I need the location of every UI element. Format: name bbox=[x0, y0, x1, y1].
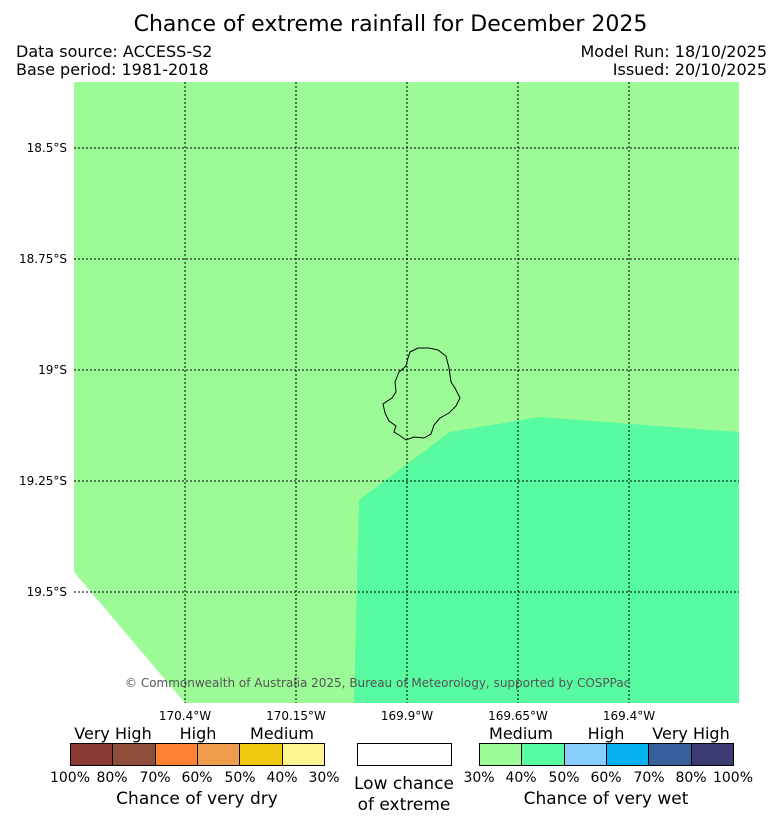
meta-left: Data source: ACCESS-S2 Base period: 1981… bbox=[16, 43, 212, 79]
lat-label: 19°S bbox=[38, 363, 67, 377]
niue-island-outline bbox=[382, 347, 461, 441]
lat-label: 19.5°S bbox=[26, 585, 67, 599]
lon-label: 169.4°W bbox=[602, 709, 656, 723]
issued-date: Issued: 20/10/2025 bbox=[612, 60, 767, 79]
legend-dry-tick: 60% bbox=[181, 770, 213, 786]
legend-wet-tick: 80% bbox=[675, 770, 707, 786]
legend-neutral-caption-2: of extreme bbox=[357, 795, 451, 815]
legend-swatch bbox=[690, 744, 733, 765]
legend-wet-tick: 70% bbox=[633, 770, 665, 786]
map-svg bbox=[74, 82, 739, 703]
legend-neutral-caption-1: Low chance bbox=[354, 774, 454, 794]
legend-dry-tick: 50% bbox=[224, 770, 256, 786]
legend-dry-tick: 100% bbox=[49, 770, 91, 786]
legend-dry-category: High bbox=[179, 724, 217, 743]
lon-label: 169.65°W bbox=[488, 709, 548, 723]
legend-swatch bbox=[563, 744, 606, 765]
legend-swatch bbox=[521, 744, 564, 765]
lon-label: 170.15°W bbox=[266, 709, 326, 723]
legend-dry-category: Very High bbox=[74, 724, 152, 743]
legend-swatch bbox=[112, 744, 155, 765]
legend-neutral-swatch bbox=[357, 743, 452, 766]
legend-wet-tick: 50% bbox=[548, 770, 580, 786]
lat-label: 18.75°S bbox=[19, 252, 67, 266]
legend-dry-tick: 70% bbox=[139, 770, 171, 786]
meta-right: Model Run: 18/10/2025 Issued: 20/10/2025 bbox=[581, 43, 768, 79]
legend-wet-tick: 100% bbox=[712, 770, 754, 786]
lon-label: 169.9°W bbox=[380, 709, 434, 723]
legend-dry-tick: 40% bbox=[266, 770, 298, 786]
legend-dry-tick: 80% bbox=[96, 770, 128, 786]
legend-swatch bbox=[71, 744, 113, 765]
lat-label: 18.5°S bbox=[26, 141, 67, 155]
graticule bbox=[74, 82, 739, 703]
legend-dry-category: Medium bbox=[250, 724, 314, 743]
legend-swatch bbox=[154, 744, 197, 765]
no-data-region bbox=[74, 572, 185, 703]
legend-wet-tick: 60% bbox=[590, 770, 622, 786]
base-period: Base period: 1981-2018 bbox=[16, 60, 209, 79]
lon-label: 170.4°W bbox=[158, 709, 212, 723]
legend-dry-colorbar bbox=[70, 743, 325, 766]
legend-wet-category: Very High bbox=[652, 724, 730, 743]
copyright-notice: © Commonwealth of Australia 2025, Bureau… bbox=[125, 676, 631, 690]
lat-label: 19.25°S bbox=[19, 474, 67, 488]
legend-wet-colorbar bbox=[479, 743, 734, 766]
legend-swatch bbox=[196, 744, 240, 765]
legend-wet-tick: 40% bbox=[505, 770, 537, 786]
legend-swatch bbox=[605, 744, 649, 765]
legend-wet-tick: 30% bbox=[463, 770, 495, 786]
legend-wet-caption: Chance of very wet bbox=[523, 789, 689, 809]
map-title: Chance of extreme rainfall for December … bbox=[133, 12, 648, 37]
legend-dry-caption: Chance of very dry bbox=[116, 789, 278, 809]
legend-swatch bbox=[648, 744, 691, 765]
legend-dry-tick: 30% bbox=[308, 770, 340, 786]
legend-swatch bbox=[281, 744, 324, 765]
legend-swatch bbox=[480, 744, 522, 765]
data-source: Data source: ACCESS-S2 bbox=[16, 42, 213, 61]
legend-swatch bbox=[239, 744, 282, 765]
legend-wet-category: Medium bbox=[489, 724, 553, 743]
model-run: Model Run: 18/10/2025 bbox=[580, 42, 768, 61]
legend-wet-category: High bbox=[587, 724, 625, 743]
region-medium-wet-40-50 bbox=[354, 417, 739, 703]
map-area bbox=[74, 82, 739, 703]
